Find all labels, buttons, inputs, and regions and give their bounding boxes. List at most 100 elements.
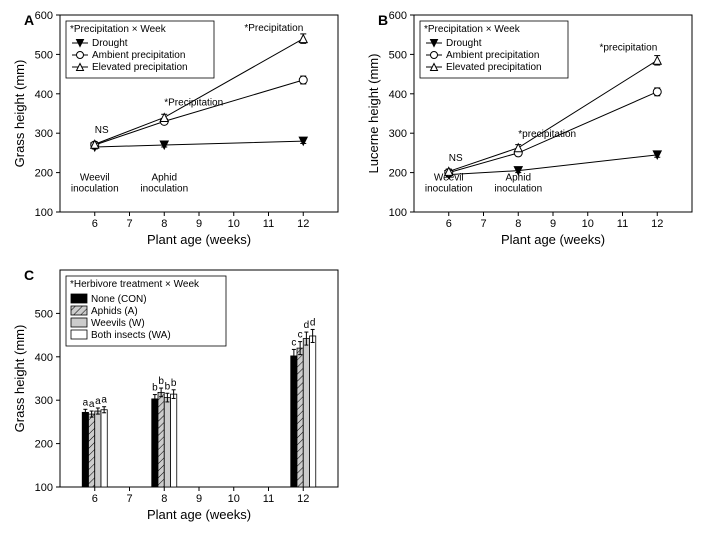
legend-swatch (71, 294, 87, 303)
xtick-label: 9 (196, 218, 202, 230)
annotation: *Precipitation (244, 23, 303, 34)
xtick-label: 11 (263, 218, 274, 230)
ytick-label: 100 (389, 207, 407, 219)
xtick-label: 12 (651, 218, 663, 230)
xtick-label: 12 (297, 218, 309, 230)
annotation: *precipitation (599, 42, 657, 53)
ytick-label: 100 (35, 482, 53, 494)
xtick-label: 11 (617, 218, 628, 230)
sig-letter: a (89, 399, 95, 410)
bar (310, 336, 316, 487)
ytick-label: 200 (389, 168, 407, 180)
panel-a-svg: 1002003004005006006789101112Plant age (w… (8, 5, 348, 250)
xtick-label: 6 (92, 218, 98, 230)
legend-item-label: None (CON) (91, 294, 147, 305)
ytick-label: 400 (35, 89, 53, 101)
series-line (95, 80, 304, 145)
panel-letter: A (24, 12, 34, 28)
inoc-label: Aphid (505, 172, 531, 183)
legend-item-label: Elevated precipitation (92, 62, 188, 73)
sig-letter: a (101, 395, 107, 406)
x-axis-label: Plant age (weeks) (501, 232, 605, 247)
ytick-label: 400 (35, 352, 53, 364)
xtick-label: 6 (92, 493, 98, 505)
bar (95, 411, 101, 487)
legend-swatch (71, 330, 87, 339)
inoc-label: inoculation (494, 183, 542, 194)
legend-title: *Precipitation × Week (70, 24, 167, 35)
legend-title: *Precipitation × Week (424, 24, 521, 35)
ytick-label: 500 (35, 308, 53, 320)
bar (88, 414, 94, 487)
ytick-label: 600 (389, 10, 407, 22)
ytick-label: 600 (35, 10, 53, 22)
sig-letter: b (158, 376, 164, 387)
sig-letter: c (291, 337, 296, 348)
xtick-label: 7 (126, 218, 132, 230)
ytick-label: 300 (35, 395, 53, 407)
annotation: *Precipitation (164, 98, 223, 109)
bar (291, 356, 297, 487)
y-axis-label: Grass height (mm) (12, 325, 27, 433)
x-axis-label: Plant age (weeks) (147, 232, 251, 247)
x-axis-label: Plant age (weeks) (147, 507, 251, 522)
annotation: NS (449, 153, 463, 164)
legend-swatch (71, 306, 87, 315)
xtick-label: 8 (161, 218, 167, 230)
xtick-label: 7 (126, 493, 132, 505)
legend-item-label: Both insects (WA) (91, 330, 171, 341)
ytick-label: 100 (35, 207, 53, 219)
legend-item-label: Drought (446, 38, 482, 49)
panel-b-svg: 1002003004005006006789101112Plant age (w… (362, 5, 702, 250)
bar (297, 348, 303, 487)
sig-letter: b (171, 378, 177, 389)
sig-letter: b (152, 383, 158, 394)
legend-item-label: Drought (92, 38, 128, 49)
sig-letter: d (304, 320, 310, 331)
xtick-label: 8 (515, 218, 521, 230)
panel-letter: B (378, 12, 388, 28)
bar (101, 410, 107, 487)
legend-item-label: Ambient precipitation (92, 50, 185, 61)
inoc-label: Aphid (151, 172, 177, 183)
ytick-label: 500 (35, 49, 53, 61)
annotation: *precipitation (518, 129, 576, 140)
series-line (95, 141, 304, 147)
inoc-label: Weevil (80, 172, 110, 183)
legend-item-label: Weevils (W) (91, 318, 145, 329)
xtick-label: 9 (196, 493, 202, 505)
bar (164, 398, 170, 487)
legend-item-label: Elevated precipitation (446, 62, 542, 73)
xtick-label: 7 (480, 218, 486, 230)
xtick-label: 12 (297, 493, 309, 505)
bar (152, 399, 158, 487)
panel-a: 1002003004005006006789101112Plant age (w… (8, 5, 348, 250)
panel-c-svg: 1002003004005006789101112Plant age (week… (8, 260, 348, 525)
sig-letter: b (165, 381, 171, 392)
legend-swatch (71, 318, 87, 327)
xtick-label: 11 (263, 493, 274, 505)
xtick-label: 8 (161, 493, 167, 505)
sig-letter: a (95, 396, 101, 407)
xtick-label: 9 (550, 218, 556, 230)
ytick-label: 200 (35, 168, 53, 180)
bar (158, 392, 164, 487)
xtick-label: 10 (228, 218, 240, 230)
ytick-label: 500 (389, 49, 407, 61)
sig-letter: a (83, 397, 89, 408)
inoc-label: inoculation (425, 183, 473, 194)
series-line (449, 155, 658, 175)
ytick-label: 400 (389, 89, 407, 101)
panel-c: 1002003004005006789101112Plant age (week… (8, 260, 348, 525)
annotation: NS (95, 125, 109, 136)
panel-letter: C (24, 267, 34, 283)
bar (82, 412, 88, 487)
inoc-label: inoculation (140, 183, 188, 194)
panel-b: 1002003004005006006789101112Plant age (w… (362, 5, 702, 250)
legend-item-label: Ambient precipitation (446, 50, 539, 61)
inoc-label: Weevil (434, 172, 464, 183)
xtick-label: 10 (228, 493, 240, 505)
inoc-label: inoculation (71, 183, 119, 194)
bar (171, 394, 177, 487)
y-axis-label: Grass height (mm) (12, 60, 27, 168)
